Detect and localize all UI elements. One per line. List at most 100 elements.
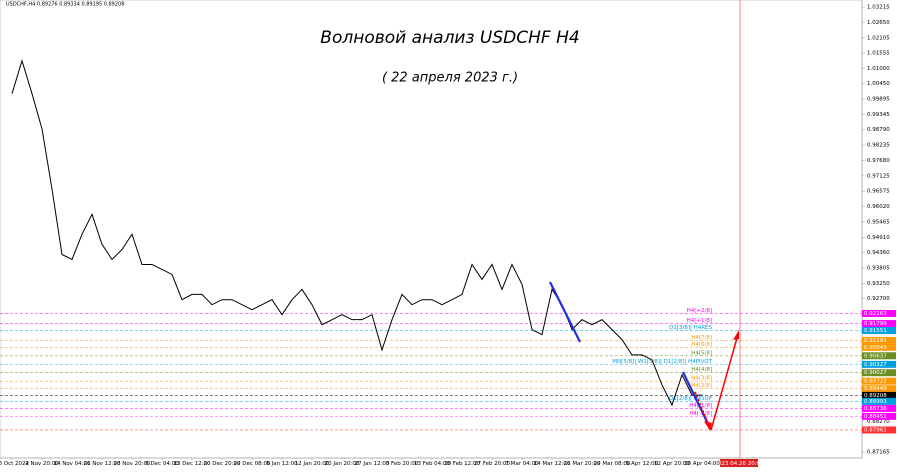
x-tick-label: 14 Nov 04:00 (53, 461, 91, 467)
x-tick-label: 4 Nov 20:00 (25, 461, 59, 467)
y-tick-label: 0.95465 (867, 219, 890, 225)
level-price: 0.91799 (864, 321, 887, 327)
y-tick-label: 0.92700 (867, 296, 890, 302)
y-tick-label: 1.00450 (867, 81, 890, 87)
x-tick-label: 5 Apr 12:00 (626, 461, 659, 467)
level-price: 0.92163 (864, 311, 887, 317)
x-tick-label: 20 Apr 04:00 (684, 461, 720, 467)
y-tick-label: 0.93805 (867, 265, 890, 271)
level-price-box (862, 412, 896, 420)
y-tick-label: 0.99345 (867, 112, 890, 118)
y-tick-label: 1.02105 (867, 35, 890, 41)
header: USDCHF,H4 0.89276 0.89334 0.89195 0.8920… (6, 2, 124, 8)
level-label: H4[7/8] (691, 335, 712, 341)
cursor-time: 2023.04.26 20:00 (714, 461, 764, 467)
y-tick-label: 0.97125 (867, 173, 890, 179)
x-tick-label: 12 Apr 20:00 (654, 461, 690, 467)
y-tick-label: 0.98235 (867, 143, 890, 149)
x-tick-label: 28 Nov 20:00 (113, 461, 151, 467)
x-tick-label: 7 Mar 04:00 (505, 461, 539, 467)
x-tick-label: 5 Jan 12:00 (266, 461, 298, 467)
x-tick-label: 21 Nov 12:00 (83, 461, 121, 467)
level-price-box (862, 377, 896, 385)
y-tick-label: 0.93250 (867, 281, 890, 287)
y-tick-label: 1.03215 (867, 5, 890, 11)
level-price: 0.88993 (864, 399, 887, 405)
level-price: 0.90327 (864, 362, 887, 368)
level-price: 0.89208 (864, 393, 887, 399)
x-tick-label: 20 Dec 20:00 (204, 461, 241, 467)
level-price: 0.91551 (864, 328, 887, 334)
level-label: H4[5/8] (691, 350, 712, 356)
chart-subtitle: ( 22 апреля 2023 г.) (382, 71, 518, 86)
level-price-box (862, 385, 896, 393)
level-price: 0.90027 (864, 370, 887, 376)
level-label: H4[-2/8] (689, 411, 712, 417)
y-tick-label: 0.99895 (867, 97, 890, 103)
level-price-box (862, 336, 896, 344)
x-tick-label: 20 Feb 12:00 (444, 461, 481, 467)
plot-area (0, 0, 863, 459)
level-price-box (862, 309, 896, 317)
level-price-box (862, 320, 896, 328)
arrow-head (733, 330, 739, 340)
chart-title: Волновой анализ USDCHF H4 (320, 28, 579, 48)
level-label: D1[3/8]| H4RES (669, 325, 712, 331)
y-tick-label: 0.96020 (867, 204, 890, 210)
level-label: H4[+2/8] (687, 308, 712, 314)
x-tick-label: 21 Mar 20:00 (564, 461, 601, 467)
y-tick-label: 0.94910 (867, 235, 890, 241)
level-price: 0.88451 (864, 414, 887, 420)
x-tick-label: 13 Dec 12:00 (174, 461, 211, 467)
level-price: 0.90637 (864, 353, 887, 359)
level-price-box (862, 397, 896, 405)
y-tick-label: 1.01555 (867, 51, 890, 57)
wave-line (549, 281, 581, 343)
projection-arrow (710, 337, 738, 431)
level-price: 0.88738 (864, 406, 887, 412)
y-tick-label: 1.02650 (867, 20, 890, 26)
y-tick-label: 0.88270 (867, 419, 890, 425)
y-tick-label: 1.01000 (867, 66, 890, 72)
x-tick-label: 12 Jan 20:00 (295, 461, 330, 467)
level-price-box (862, 343, 896, 351)
x-tick-label: 27 Jan 12:00 (355, 461, 390, 467)
level-label: MN[5/8]| W1[5/8]| D1[2/8]| H4PIVOT (612, 359, 712, 365)
level-price: 0.89722 (864, 379, 887, 385)
level-price: 0.87961 (864, 427, 887, 433)
level-price-box (862, 404, 896, 412)
level-label: D1[2/8]| H4SUP (669, 396, 713, 402)
cursor-time-box (720, 459, 758, 467)
level-price: 0.89449 (864, 386, 887, 392)
x-tick-label: 6 Dec 04:00 (145, 461, 179, 467)
x-tick-label: 29 Dec 08:00 (234, 461, 271, 467)
level-price: 0.90943 (864, 345, 887, 351)
x-tick-label: 13 Feb 04:00 (414, 461, 451, 467)
x-tick-label: 14 Mar 12:00 (534, 461, 571, 467)
level-price-box (862, 426, 896, 434)
y-tick-label: 0.97680 (867, 158, 890, 164)
level-price-box (862, 369, 896, 377)
x-tick-label: 27 Feb 20:00 (474, 461, 511, 467)
y-tick-label: 0.96575 (867, 189, 890, 195)
level-price-box (862, 352, 896, 360)
wave-marks (549, 281, 739, 431)
level-price-box (862, 391, 896, 399)
level-price-box (862, 360, 896, 368)
level-label: H4[-1/8] (689, 403, 712, 409)
x-tick-label: 28 Oct 2022 (0, 461, 29, 467)
y-tick-label: 0.94360 (867, 250, 890, 256)
x-tick-label: 3 Feb 20:00 (386, 461, 419, 467)
x-tick-label: 29 Mar 08:00 (594, 461, 631, 467)
level-label: H4[4/8] (691, 367, 712, 373)
level-price-box (862, 326, 896, 334)
arrow-head (704, 421, 712, 431)
y-tick-label: 0.98790 (867, 127, 890, 133)
level-price: 0.91191 (864, 338, 887, 344)
y-tick-label: 0.87165 (867, 450, 890, 456)
price-line (11, 58, 702, 407)
level-label: H4[2/8] (691, 383, 712, 389)
level-label: H4[3/8] (691, 376, 712, 382)
x-tick-label: 20 Jan 20:00 (325, 461, 360, 467)
